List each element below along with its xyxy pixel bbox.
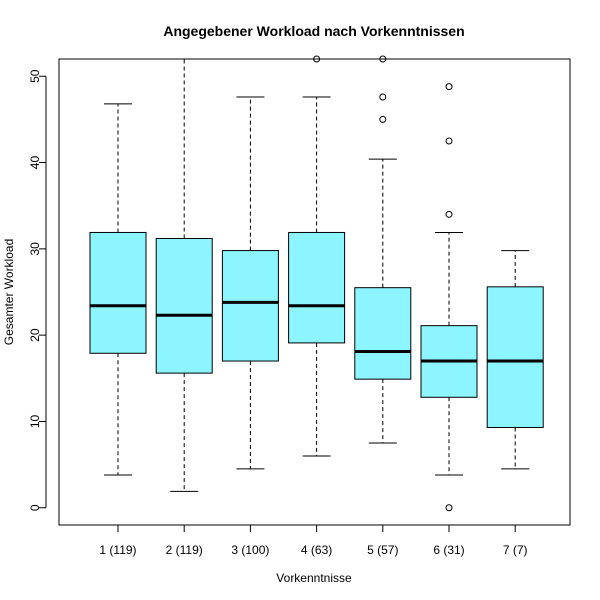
x-tick-label: 5 (57) [367, 543, 398, 557]
outlier-point [445, 504, 453, 512]
box-iqr [89, 231, 147, 354]
y-tick-label: 20 [28, 328, 42, 342]
outlier-point [313, 55, 321, 63]
chart-title: Angegebener Workload nach Vorkenntnissen [163, 23, 464, 39]
x-tick-label: 4 (63) [301, 543, 332, 557]
x-tick-label: 7 (7) [503, 543, 528, 557]
y-axis: 0 10 20 30 40 50 [28, 69, 47, 511]
y-tick-label: 30 [28, 242, 42, 256]
y-axis-label: Gesamter Workload [2, 239, 16, 345]
y-tick-label: 0 [28, 504, 42, 511]
y-tick-label: 50 [28, 69, 42, 83]
box-iqr [221, 250, 279, 362]
x-axis-label: Vorkenntnisse [276, 571, 352, 585]
box-iqr [486, 286, 544, 428]
outlier-point [445, 137, 453, 145]
box-iqr [155, 237, 213, 374]
outlier-point [379, 115, 387, 123]
y-tick-label: 10 [28, 414, 42, 428]
x-axis: 1 (119) 2 (119) 3 (100) 4 (63) 5 (57) 6 (31) 7… [99, 524, 528, 557]
box-iqr [288, 231, 346, 344]
x-tick-label: 2 (119) [166, 543, 203, 557]
y-tick-label: 40 [28, 156, 42, 170]
x-tick-label: 3 (100) [231, 543, 269, 557]
box-iqr [354, 287, 412, 380]
outlier-point [445, 210, 453, 218]
outlier-point [379, 93, 387, 101]
boxes-group [89, 55, 544, 512]
outlier-point [445, 83, 453, 91]
x-tick-label: 1 (119) [99, 543, 136, 557]
outlier-point [379, 55, 387, 63]
x-tick-label: 6 (31) [433, 543, 464, 557]
